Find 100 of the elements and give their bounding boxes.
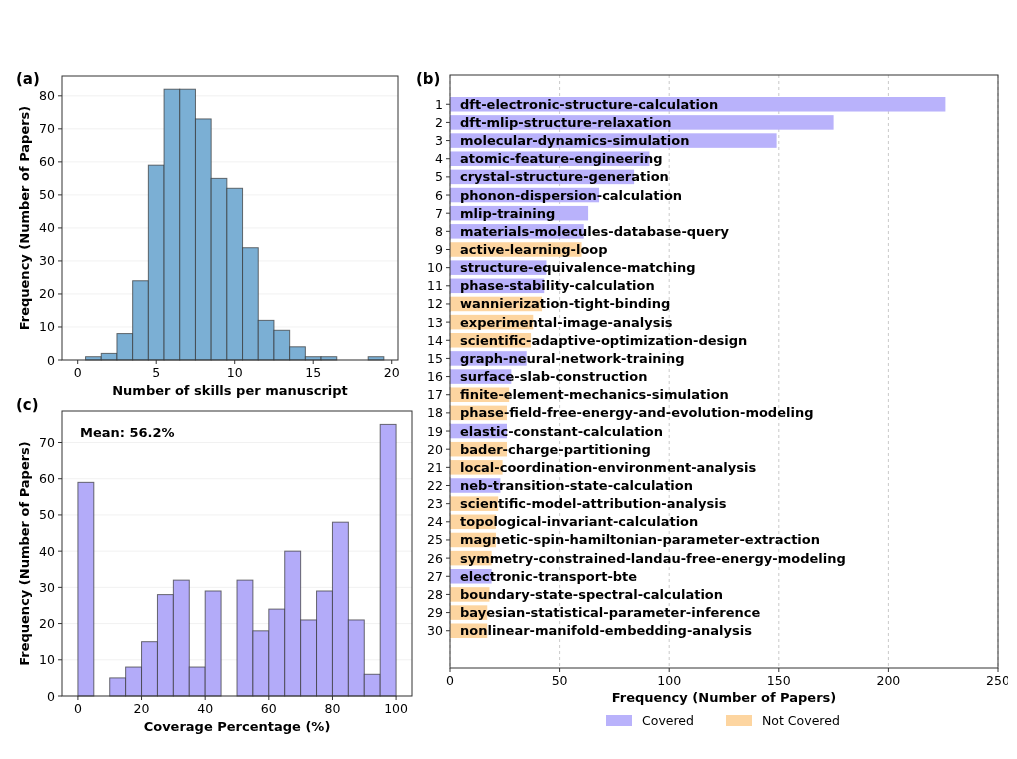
x-tick-label: 20 [383,365,400,380]
y-tick-label: 22 [427,478,443,493]
y-tick-label: 7 [435,205,443,221]
x-axis-title: Number of skills per manuscript [112,383,348,398]
y-tick-label: 14 [427,332,444,348]
y-tick-label: 2 [435,114,443,130]
legend-label: Covered [642,713,694,728]
x-tick-label: 100 [384,701,409,716]
annotation: boundary-state-spectral-calculation [460,586,724,602]
x-tick-label: 200 [876,673,901,688]
y-tick-label: 60 [39,154,56,170]
y-tick-label: 15 [427,350,443,366]
x-tick-label: 15 [305,365,322,380]
annotation: elastic-constant-calculation [460,423,664,439]
y-tick-label: 20 [427,441,444,457]
annotation: local-coordination-environment-analysis [460,459,757,475]
annotation: scientific-model-attribution-analysis [460,496,727,512]
annotation: electronic-transport-bte [460,568,638,584]
y-tick-label: 11 [427,278,443,294]
annotation: dft-electronic-structure-calculation [460,96,719,112]
annotation: atomic-feature-engineering [460,151,663,167]
y-tick-label: 4 [435,151,444,167]
y-tick-label: 8 [435,223,444,239]
x-tick-label: 100 [657,673,682,688]
y-tick-label: 0 [47,688,56,704]
y-tick-label: 10 [39,319,56,335]
annotation: phonon-dispersion-calculation [460,187,683,203]
legend-label: Not Covered [762,713,840,728]
y-tick-label: 10 [39,652,56,668]
annotation: finite-element-mechanics-simulation [460,387,729,403]
y-tick-label: 30 [427,623,444,639]
annotation: nonlinear-manifold-embedding-analysis [460,623,753,639]
y-axis-title: Frequency (Number of Papers) [17,105,32,331]
annotation: mlip-training [460,205,556,221]
y-tick-label: 27 [427,568,443,584]
y-tick-label: 25 [427,532,443,548]
annotation: bader-charge-partitioning [460,441,651,457]
y-tick-label: 16 [427,369,444,385]
y-tick-label: 17 [427,387,443,403]
x-tick-label: 50 [551,673,568,688]
y-tick-label: 50 [39,187,56,203]
y-tick-label: 0 [47,352,56,368]
y-tick-label: 80 [39,88,56,104]
annotation: phase-stability-calculation [460,278,655,294]
y-tick-label: 19 [427,423,444,439]
annotation: scientific-adaptive-optimization-design [460,332,748,348]
y-tick-label: 50 [39,507,56,523]
y-tick-label: 29 [427,605,444,621]
annotation: dft-mlip-structure-relaxation [460,114,672,130]
y-axis-title: Frequency (Number of Papers) [17,441,32,666]
x-tick-label: 5 [152,365,161,380]
chart-title: (b) [416,70,441,88]
y-tick-label: 6 [435,187,444,203]
x-tick-label: 0 [73,365,82,380]
annotation: neb-transition-state-calculation [460,478,694,493]
y-tick-label: 3 [435,133,443,149]
x-axis-title: Coverage Percentage (%) [143,719,331,734]
y-tick-label: 10 [427,260,444,276]
y-tick-label: 28 [427,586,444,602]
y-tick-label: 23 [427,496,443,512]
annotation: Mean: 56.2% [80,425,175,440]
y-tick-label: 1 [435,96,443,112]
annotation: bayesian-statistical-parameter-inference [460,605,761,621]
y-tick-label: 30 [39,579,56,595]
annotation: molecular-dynamics-simulation [460,133,690,149]
y-tick-label: 9 [435,242,444,257]
y-tick-label: 24 [427,514,444,530]
x-tick-label: 80 [324,701,341,716]
y-tick-label: 21 [427,459,443,475]
y-tick-label: 70 [39,121,56,137]
annotation: topological-invariant-calculation [460,514,699,530]
chart-title: (a) [16,70,40,88]
y-tick-label: 12 [427,296,443,312]
y-tick-label: 5 [435,169,443,185]
y-tick-label: 60 [39,471,56,487]
annotation: structure-equivalence-matching [460,260,696,276]
x-tick-label: 20 [133,701,150,716]
y-tick-label: 70 [39,435,56,451]
x-tick-label: 10 [226,365,243,380]
y-tick-label: 18 [427,405,444,421]
chart-title: (c) [16,396,39,414]
annotation: surface-slab-construction [460,369,648,385]
y-tick-label: 40 [39,220,56,236]
y-tick-label: 40 [39,543,56,559]
annotation: materials-molecules-database-query [460,223,730,239]
y-tick-label: 13 [427,314,443,330]
annotation: magnetic-spin-hamiltonian-parameter-extraction [460,532,821,548]
annotation: phase-field-free-energy-and-evolution-modeling [460,405,814,421]
y-tick-label: 26 [427,550,444,566]
y-tick-label: 20 [39,616,56,632]
x-tick-label: 0 [73,701,82,716]
x-tick-label: 0 [446,673,455,688]
y-tick-label: 20 [39,286,56,302]
annotation: experimental-image-analysis [460,314,673,330]
annotation: wannierization-tight-binding [460,296,671,312]
x-tick-label: 150 [766,673,791,688]
annotation: graph-neural-network-training [460,350,685,366]
annotation: active-learning-loop [460,242,608,257]
x-tick-label: 60 [260,701,277,716]
annotation: symmetry-constrained-landau-free-energy-modeling [460,550,846,566]
